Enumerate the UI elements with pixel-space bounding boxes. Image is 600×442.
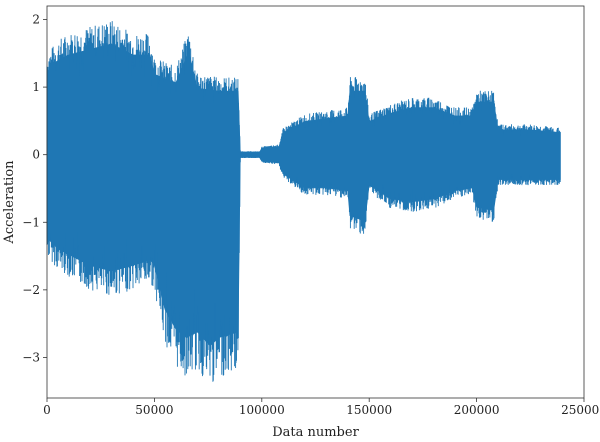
y-tick-label: −1 <box>22 215 40 229</box>
y-tick-label: 0 <box>32 148 40 162</box>
y-axis-label: Acceleration <box>2 160 17 245</box>
signal-line <box>46 21 561 382</box>
x-tick-label: 250000 <box>561 403 600 417</box>
y-tick-label: 2 <box>32 13 40 27</box>
x-tick-label: 0 <box>43 403 51 417</box>
x-tick-label: 200000 <box>454 403 500 417</box>
y-tick-label: −2 <box>22 283 40 297</box>
x-tick-label: 100000 <box>239 403 285 417</box>
x-tick-label: 50000 <box>135 403 173 417</box>
x-axis-label: Data number <box>272 425 359 440</box>
x-tick-label: 150000 <box>346 403 392 417</box>
y-tick-label: −3 <box>22 350 40 364</box>
y-tick-label: 1 <box>32 80 40 94</box>
plot-frame <box>46 5 585 399</box>
plot-area <box>46 21 561 382</box>
axes: 0 50000 100000 150000 200000 250000 −3 −2 −1 0 1 2 <box>22 5 600 417</box>
